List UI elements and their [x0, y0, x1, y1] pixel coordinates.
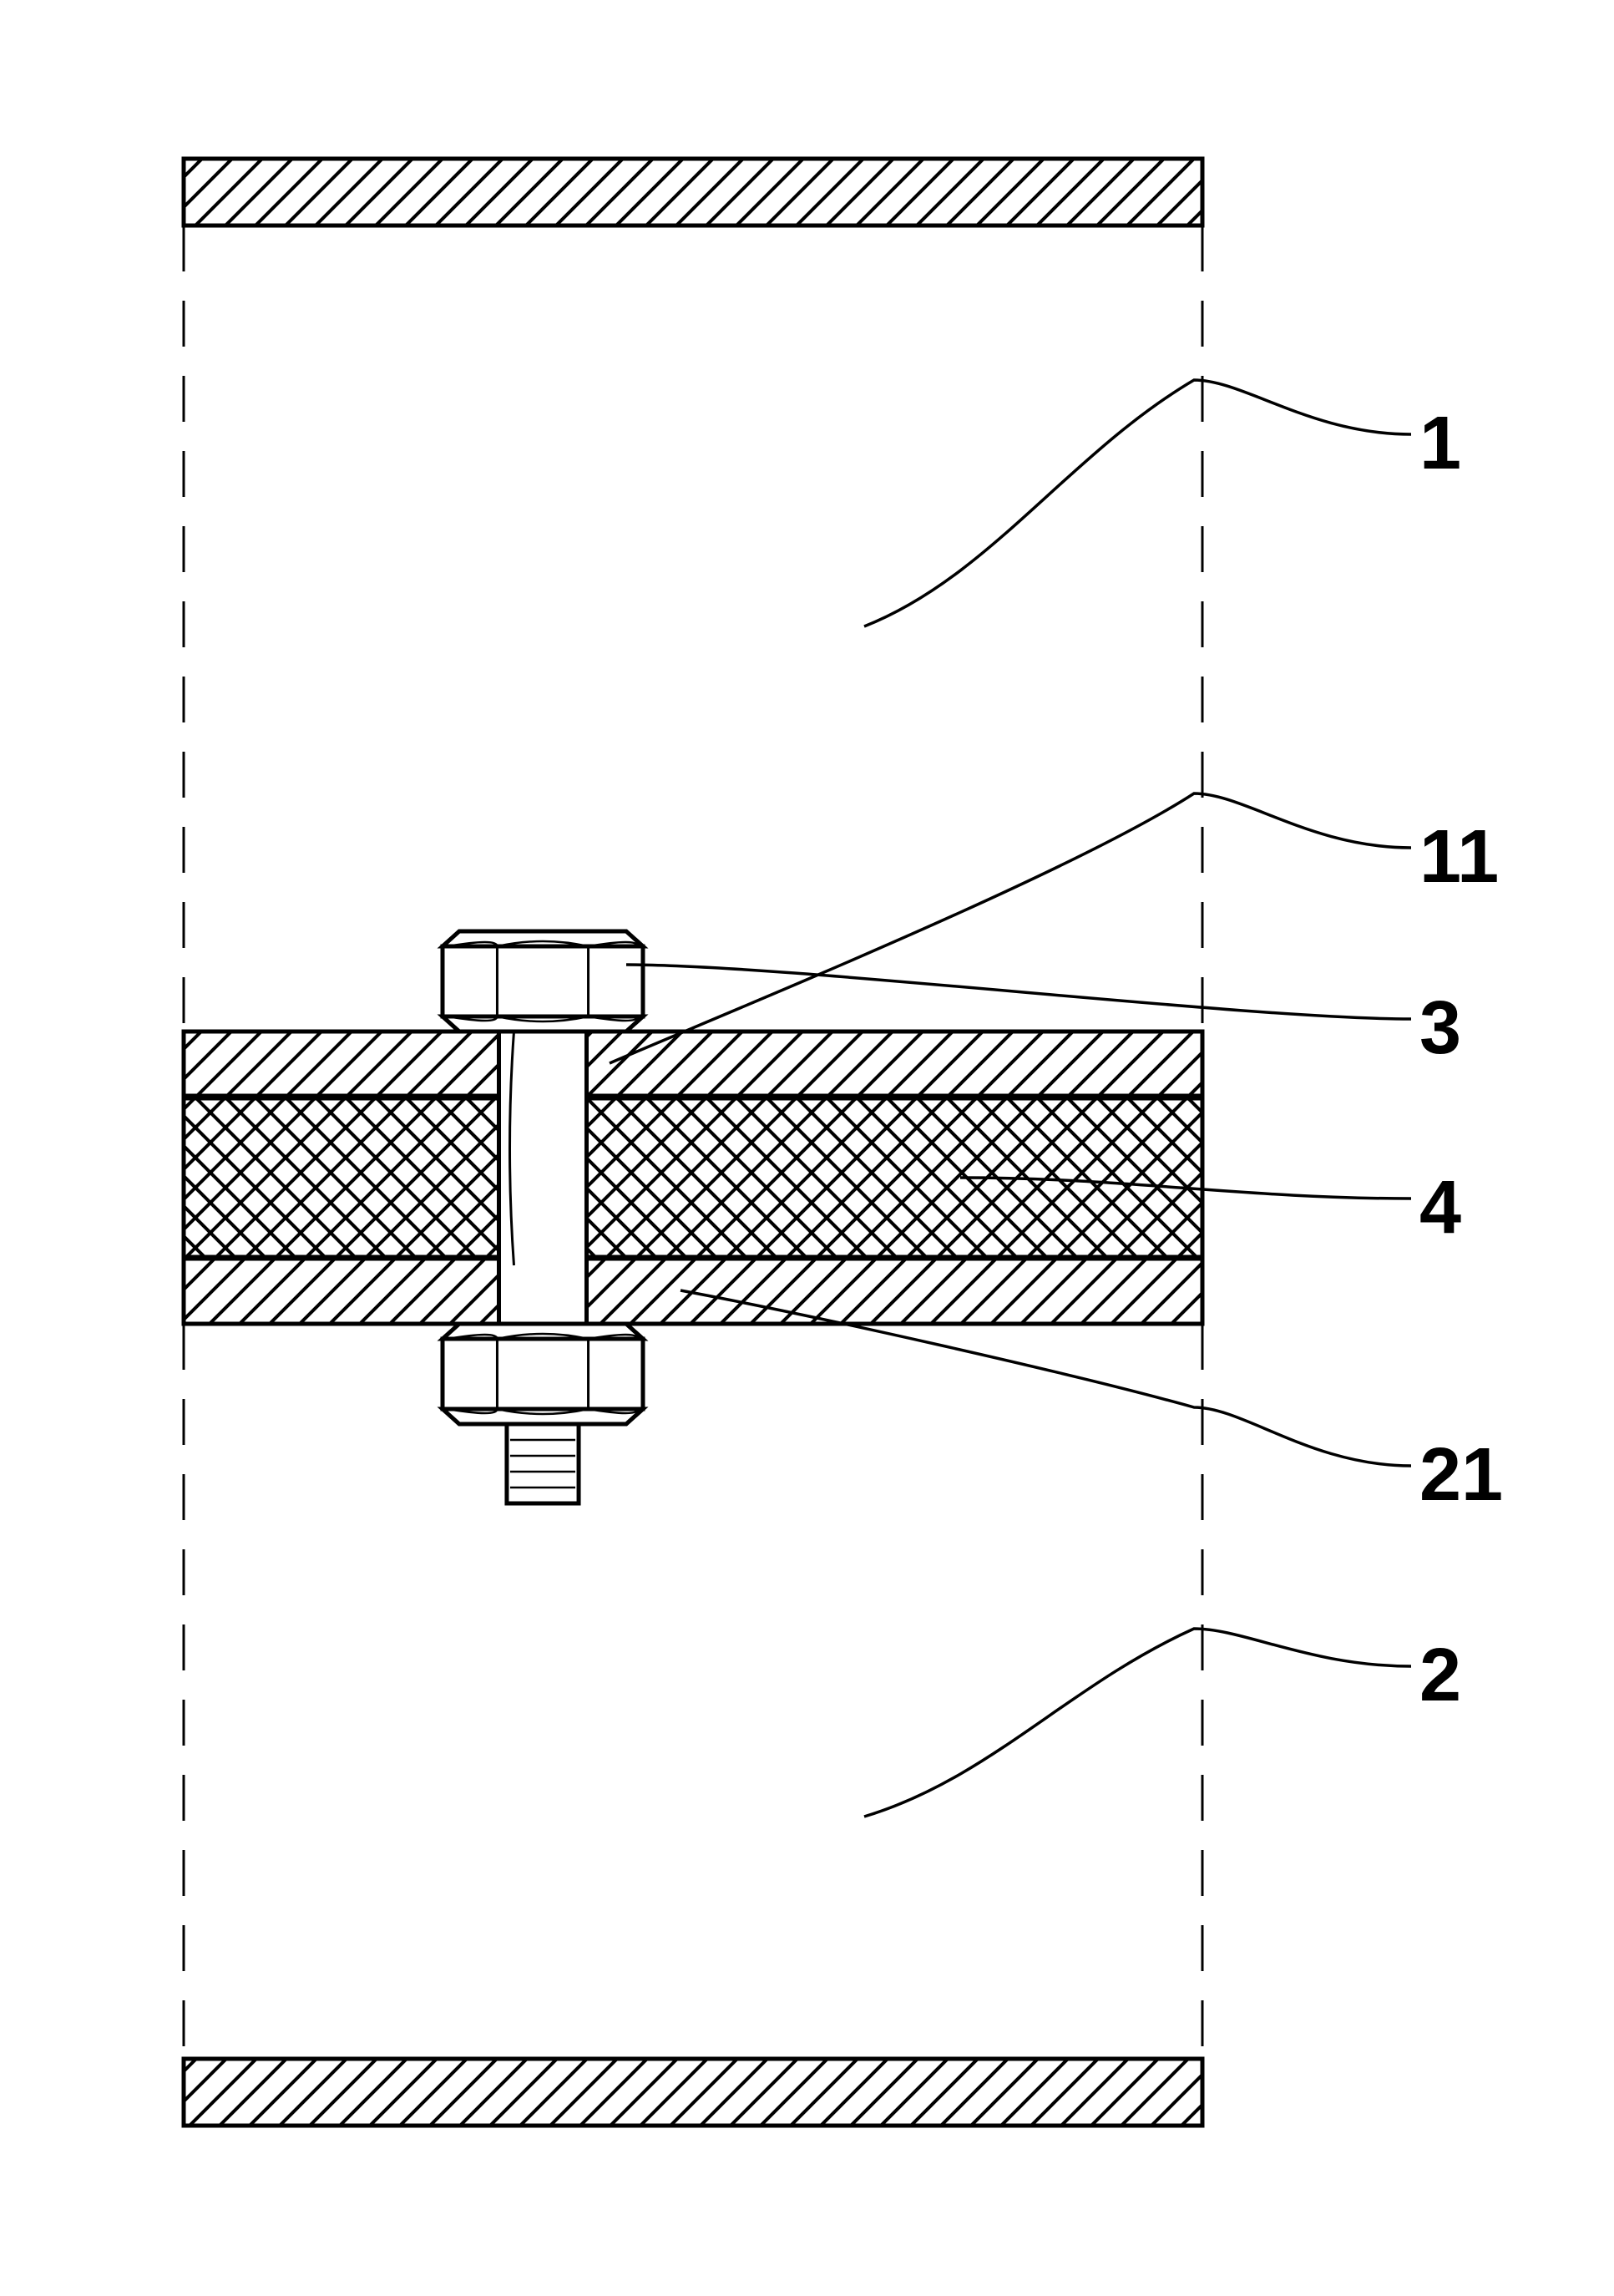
- diagram-canvas: 11134212: [0, 0, 1614, 2292]
- bottom-nut: [443, 1339, 643, 1409]
- label-ref-11: 11: [1419, 814, 1499, 900]
- bottom-wall: [184, 2059, 1202, 2126]
- top-nut: [443, 931, 643, 946]
- leader-1: [864, 380, 1411, 626]
- label-ref-2: 2: [1419, 1633, 1461, 1719]
- upper-flange: [587, 1031, 1203, 1098]
- top-nut: [443, 1016, 643, 1031]
- leader-2: [864, 1629, 1411, 1817]
- bolt-thread-tail: [507, 1424, 579, 1503]
- bottom-nut: [443, 1324, 643, 1339]
- label-ref-4: 4: [1419, 1165, 1461, 1251]
- label-ref-3: 3: [1419, 986, 1461, 1072]
- leader-3: [626, 965, 1411, 1019]
- label-ref-21: 21: [1419, 1432, 1503, 1518]
- gasket: [184, 1096, 499, 1259]
- label-ref-1: 1: [1419, 401, 1461, 487]
- leader-11: [610, 793, 1411, 1063]
- bottom-nut: [443, 1409, 643, 1424]
- diagram-svg: [0, 0, 1614, 2292]
- top-nut: [443, 946, 643, 1016]
- gasket: [587, 1096, 1203, 1259]
- lower-flange: [587, 1257, 1203, 1324]
- top-wall: [184, 159, 1202, 226]
- lower-flange: [184, 1257, 499, 1324]
- upper-flange: [184, 1031, 499, 1098]
